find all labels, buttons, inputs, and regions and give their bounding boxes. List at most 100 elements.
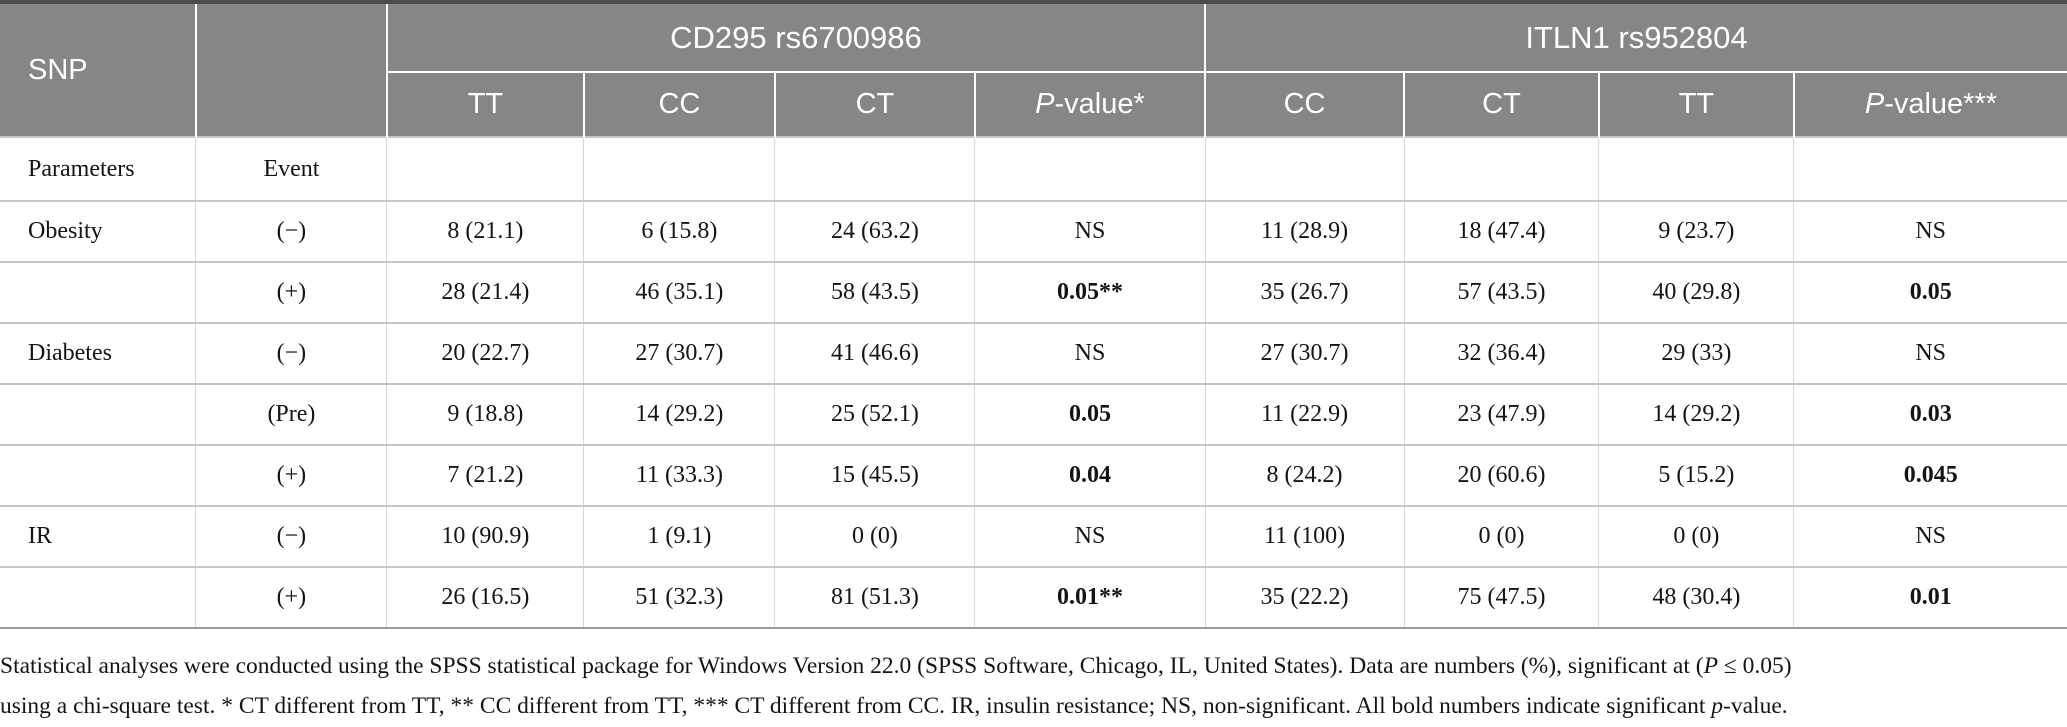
- snp-header-cell: SNP: [0, 2, 196, 137]
- event-cell: (Pre): [195, 383, 387, 445]
- footnote-text: using a chi-square test. * CT different …: [0, 693, 1712, 719]
- footnote-line-1: Statistical analyses were conducted usin…: [0, 646, 2067, 686]
- value-cell: 8 (24.2): [1204, 444, 1405, 506]
- value-cell: 25 (52.1): [774, 383, 975, 445]
- param-cell: [0, 566, 196, 628]
- p-value-cell: NS: [1793, 505, 2067, 567]
- p-value-cell: 0.05: [1793, 261, 2067, 323]
- value-cell: 11 (33.3): [583, 444, 775, 506]
- table-row-obesity-pos: (+) 28 (21.4) 46 (35.1) 58 (43.5) 0.05**…: [0, 261, 2067, 323]
- value-cell: 11 (100): [1204, 505, 1405, 567]
- p-value-cell: NS: [1793, 200, 2067, 262]
- blank-header-cell: [194, 2, 387, 137]
- p-italic: P: [1864, 88, 1885, 120]
- event-cell: (+): [195, 261, 387, 323]
- p-value-cell: 0.01: [1793, 566, 2067, 628]
- value-cell: 58 (43.5): [774, 261, 975, 323]
- col-header-g2-ct: CT: [1403, 71, 1599, 137]
- value-cell: 14 (29.2): [1598, 383, 1794, 445]
- value-cell: 27 (30.7): [583, 322, 775, 384]
- footnote-p-symbol: p: [1711, 693, 1724, 719]
- empty-cell: [1204, 136, 1405, 201]
- table-row-diabetes-pre: (Pre) 9 (18.8) 14 (29.2) 25 (52.1) 0.05 …: [0, 383, 2067, 445]
- empty-cell: [1793, 136, 2067, 201]
- value-cell: 27 (30.7): [1204, 322, 1405, 384]
- col-header-g2-pvalue: P-value***: [1792, 71, 2067, 137]
- p-value-cell: 0.04: [974, 444, 1206, 506]
- event-cell: (−): [195, 200, 387, 262]
- table-row-diabetes-pos: (+) 7 (21.2) 11 (33.3) 15 (45.5) 0.04 8 …: [0, 444, 2067, 506]
- parameters-label-cell: Parameters: [0, 136, 196, 201]
- param-cell: [0, 261, 196, 323]
- value-cell: 26 (16.5): [386, 566, 584, 628]
- empty-cell: [1598, 136, 1794, 201]
- param-header-row: Parameters Event: [0, 136, 2067, 201]
- value-cell: 18 (47.4): [1403, 200, 1599, 262]
- value-cell: 75 (47.5): [1403, 566, 1599, 628]
- value-cell: 5 (15.2): [1598, 444, 1794, 506]
- footnote-text: Statistical analyses were conducted usin…: [0, 653, 1704, 679]
- param-cell: [0, 383, 196, 445]
- p-value-cell: 0.045: [1793, 444, 2067, 506]
- value-cell: 0 (0): [774, 505, 975, 567]
- table-header: SNP CD295 rs6700986 ITLN1 rs952804 TT CC…: [0, 2, 2067, 137]
- p-value-cell: 0.01**: [974, 566, 1206, 628]
- col-header-g2-tt: TT: [1597, 71, 1794, 137]
- table-footnote: Statistical analyses were conducted usin…: [0, 646, 2067, 726]
- value-cell: 40 (29.8): [1598, 261, 1794, 323]
- value-cell: 8 (21.1): [386, 200, 584, 262]
- param-cell: Diabetes: [0, 322, 196, 384]
- event-cell: (+): [195, 566, 387, 628]
- value-cell: 11 (28.9): [1204, 200, 1405, 262]
- value-cell: 0 (0): [1403, 505, 1599, 567]
- table-body: Parameters Event Obesity (−) 8 (21.1) 6 …: [0, 136, 2067, 628]
- value-cell: 23 (47.9): [1403, 383, 1599, 445]
- value-cell: 9 (23.7): [1598, 200, 1794, 262]
- value-cell: 32 (36.4): [1403, 322, 1599, 384]
- value-cell: 81 (51.3): [774, 566, 975, 628]
- value-cell: 24 (63.2): [774, 200, 975, 262]
- header-group-row: SNP CD295 rs6700986 ITLN1 rs952804: [0, 2, 2067, 137]
- group-header-itln1: ITLN1 rs952804: [1204, 2, 2067, 72]
- p-italic: P: [1035, 88, 1055, 120]
- empty-cell: [386, 136, 584, 201]
- table-row-obesity-neg: Obesity (−) 8 (21.1) 6 (15.8) 24 (63.2) …: [0, 200, 2067, 262]
- p-value-cell: 0.03: [1793, 383, 2067, 445]
- value-cell: 35 (22.2): [1204, 566, 1405, 628]
- empty-cell: [1403, 136, 1599, 201]
- table-row-diabetes-neg: Diabetes (−) 20 (22.7) 27 (30.7) 41 (46.…: [0, 322, 2067, 384]
- value-cell: 11 (22.9): [1204, 383, 1405, 445]
- value-cell: 48 (30.4): [1598, 566, 1794, 628]
- value-cell: 57 (43.5): [1403, 261, 1599, 323]
- p-value-cell: NS: [974, 322, 1206, 384]
- p-value-cell: 0.05: [974, 383, 1206, 445]
- footnote-line-2: using a chi-square test. * CT different …: [0, 686, 2067, 726]
- group-header-cd295: CD295 rs6700986: [385, 2, 1206, 72]
- table-row-ir-neg: IR (−) 10 (90.9) 1 (9.1) 0 (0) NS 11 (10…: [0, 505, 2067, 567]
- genotype-table: SNP CD295 rs6700986 ITLN1 rs952804 TT CC…: [0, 0, 2067, 629]
- param-cell: [0, 444, 196, 506]
- p-rest: -value*: [1054, 88, 1145, 120]
- event-cell: (−): [195, 322, 387, 384]
- value-cell: 29 (33): [1598, 322, 1794, 384]
- p-value-cell: NS: [1793, 322, 2067, 384]
- col-header-g1-ct: CT: [773, 71, 975, 137]
- value-cell: 10 (90.9): [386, 505, 584, 567]
- value-cell: 7 (21.2): [386, 444, 584, 506]
- header-sub-row: TT CC CT P-value* CC CT TT P-value***: [0, 71, 2067, 137]
- value-cell: 14 (29.2): [583, 383, 775, 445]
- value-cell: 51 (32.3): [583, 566, 775, 628]
- p-rest: -value***: [1884, 88, 1998, 120]
- event-cell: (+): [195, 444, 387, 506]
- col-header-g1-tt: TT: [385, 71, 584, 137]
- value-cell: 41 (46.6): [774, 322, 975, 384]
- value-cell: 6 (15.8): [583, 200, 775, 262]
- p-value-cell: 0.05**: [974, 261, 1206, 323]
- empty-cell: [774, 136, 975, 201]
- footnote-p-symbol: P: [1703, 653, 1718, 679]
- param-cell: IR: [0, 505, 196, 567]
- value-cell: 9 (18.8): [386, 383, 584, 445]
- value-cell: 1 (9.1): [583, 505, 775, 567]
- col-header-g2-cc: CC: [1204, 71, 1405, 137]
